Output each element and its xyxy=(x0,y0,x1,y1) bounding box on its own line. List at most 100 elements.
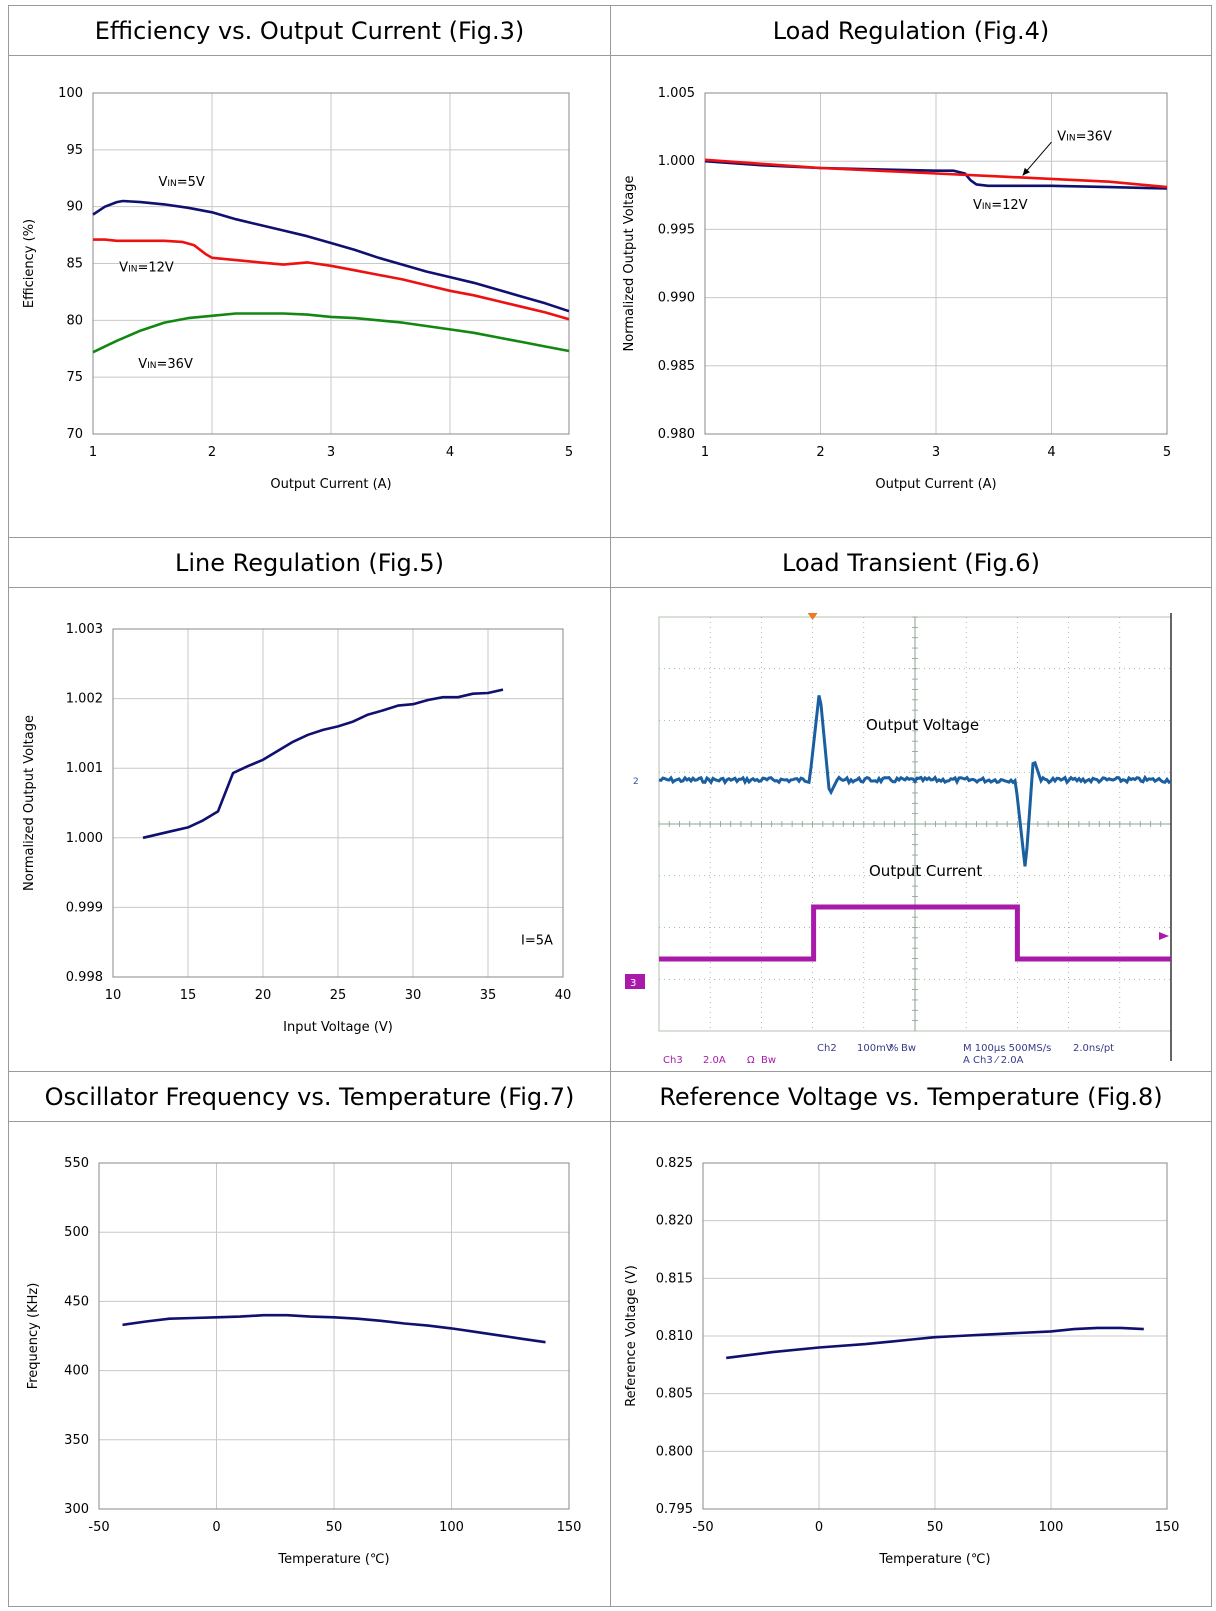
series-line xyxy=(726,1326,1144,1360)
panel-title: Efficiency vs. Output Current (Fig.3) xyxy=(9,6,610,56)
ch3-marker: 3 xyxy=(630,978,636,989)
figure-grid: Efficiency vs. Output Current (Fig.3) 1 2… xyxy=(8,5,1212,1607)
y-tick-label: 0.980 xyxy=(658,427,695,442)
x-tick-label: 2 xyxy=(208,445,216,460)
y-tick-label: 0.999 xyxy=(66,900,103,915)
efficiency-chart: 1 2 3 4 5 70 75 80 85 90 95 100 Output Current (A) Ef… xyxy=(22,86,573,492)
panel-line-regulation: Line Regulation (Fig.5) 10 15 20 25 30 35 40 0.… xyxy=(9,538,611,1072)
output-current-trace xyxy=(659,904,1171,962)
y-tick-label: 0.815 xyxy=(656,1271,693,1286)
y-tick-label: 1.000 xyxy=(658,154,695,169)
panel-load-regulation: Load Regulation (Fig.4) 1 2 3 4 5 0.980 0.985 0… xyxy=(611,6,1211,538)
panel-load-transient: Load Transient (Fig.6) Output Voltage Ou… xyxy=(611,538,1211,1072)
y-tick-label: 95 xyxy=(66,143,83,158)
x-tick-label: -50 xyxy=(692,1520,713,1535)
panel-title: Line Regulation (Fig.5) xyxy=(9,538,610,588)
series-annotation: VIN=5V xyxy=(158,175,204,190)
x-tick-label: 40 xyxy=(555,988,572,1003)
x-tick-label: 100 xyxy=(1039,1520,1064,1535)
plot-area xyxy=(702,1162,1168,1510)
x-axis-label: Temperature (℃) xyxy=(878,1552,990,1567)
x-tick-label: 50 xyxy=(326,1520,343,1535)
plot-area xyxy=(112,628,564,978)
y-tick-label: 400 xyxy=(64,1364,89,1379)
x-tick-label: 1 xyxy=(701,445,709,460)
scope-readout-ch2: Bw xyxy=(901,1043,916,1054)
scope-readout-ch2: 2.0ns/pt xyxy=(1073,1043,1114,1054)
series-line xyxy=(122,1313,546,1344)
series-annotation: VIN=36V xyxy=(1057,130,1112,145)
x-axis-label: Output Current (A) xyxy=(875,477,996,492)
ch3-level-marker xyxy=(1159,932,1169,940)
series-annotation: VIN=12V xyxy=(119,260,174,275)
panel-title: Oscillator Frequency vs. Temperature (Fi… xyxy=(9,1072,610,1122)
y-axis-label: Normalized Output Voltage xyxy=(22,715,37,891)
scope-readout-ch3: 2.0A xyxy=(703,1055,726,1066)
y-axis-label: Reference Voltage (V) xyxy=(624,1265,639,1407)
series-line xyxy=(93,238,570,321)
output-voltage-trace xyxy=(658,695,1172,867)
y-tick-label: 1.005 xyxy=(658,86,695,101)
y-tick-label: 80 xyxy=(66,313,83,328)
y-axis-label: Frequency (KHz) xyxy=(26,1283,41,1390)
x-tick-label: 25 xyxy=(330,988,347,1003)
y-tick-label: 0.995 xyxy=(658,222,695,237)
x-tick-label: 150 xyxy=(1155,1520,1180,1535)
x-axis-label: Input Voltage (V) xyxy=(283,1020,393,1035)
scope-readout-ch3: Ch3 xyxy=(663,1055,683,1066)
x-tick-label: 30 xyxy=(405,988,422,1003)
series-annotation: I=5A xyxy=(521,933,553,948)
x-tick-label: 1 xyxy=(89,445,97,460)
ch3-marker-box xyxy=(625,974,645,989)
series-line xyxy=(92,312,570,354)
y-tick-label: 0.998 xyxy=(66,970,103,985)
arrow-head xyxy=(1022,167,1030,176)
x-tick-label: 3 xyxy=(327,445,335,460)
y-tick-label: 1.003 xyxy=(66,622,103,637)
y-tick-label: 0.820 xyxy=(656,1214,693,1229)
y-tick-label: 550 xyxy=(64,1156,89,1171)
y-tick-label: 0.795 xyxy=(656,1502,693,1517)
x-tick-label: 2 xyxy=(816,445,824,460)
x-tick-label: 100 xyxy=(439,1520,464,1535)
panel-title: Load Transient (Fig.6) xyxy=(611,538,1211,588)
y-tick-label: 75 xyxy=(66,370,83,385)
x-tick-label: 20 xyxy=(255,988,272,1003)
y-tick-label: 1.001 xyxy=(66,761,103,776)
x-axis-label: Output Current (A) xyxy=(270,477,391,492)
panel-title: Reference Voltage vs. Temperature (Fig.8… xyxy=(611,1072,1211,1122)
oscillator-frequency-chart: -50 0 50 100 150 300 350 400 450 500 550 Temperatur… xyxy=(26,1156,581,1567)
y-tick-label: 300 xyxy=(64,1502,89,1517)
reference-voltage-chart: -50 0 50 100 150 0.795 0.800 0.805 0.810 0.815 0.8… xyxy=(624,1156,1180,1567)
panel-oscillator-frequency: Oscillator Frequency vs. Temperature (Fi… xyxy=(9,1072,611,1606)
y-tick-label: 0.800 xyxy=(656,1444,693,1459)
y-tick-label: 85 xyxy=(66,257,83,272)
load-regulation-chart: 1 2 3 4 5 0.980 0.985 0.990 0.995 1.000 1.005 Outpu… xyxy=(622,86,1171,492)
annotation-arrow xyxy=(1022,141,1052,176)
y-tick-label: 70 xyxy=(66,427,83,442)
x-tick-label: 15 xyxy=(180,988,197,1003)
panel-efficiency: Efficiency vs. Output Current (Fig.3) 1 2… xyxy=(9,6,611,538)
y-tick-label: 0.985 xyxy=(658,359,695,374)
series-line xyxy=(704,158,1168,189)
y-tick-label: 90 xyxy=(66,200,83,215)
series-annotation: VIN=36V xyxy=(138,357,193,372)
x-tick-label: 4 xyxy=(1047,445,1055,460)
series-annotation: VIN=12V xyxy=(973,198,1028,213)
output-current-label: Output Current xyxy=(869,862,982,880)
x-tick-label: -50 xyxy=(88,1520,109,1535)
x-tick-label: 5 xyxy=(565,445,573,460)
y-axis-label: Normalized Output Voltage xyxy=(622,176,637,352)
scope-readout-ch2: 100mV xyxy=(857,1043,893,1054)
x-tick-label: 3 xyxy=(932,445,940,460)
x-tick-label: 50 xyxy=(927,1520,944,1535)
y-tick-label: 0.810 xyxy=(656,1329,693,1344)
x-tick-label: 4 xyxy=(446,445,454,460)
scope-readout-ch2: M 100µs 500MS/s xyxy=(963,1043,1051,1054)
y-tick-label: 100 xyxy=(58,86,83,101)
oscilloscope-capture: Output Voltage Output Current 2 3 Ch2 100… xyxy=(625,613,1172,1066)
plot-area xyxy=(92,92,570,435)
x-tick-label: 0 xyxy=(212,1520,220,1535)
x-tick-label: 0 xyxy=(815,1520,823,1535)
